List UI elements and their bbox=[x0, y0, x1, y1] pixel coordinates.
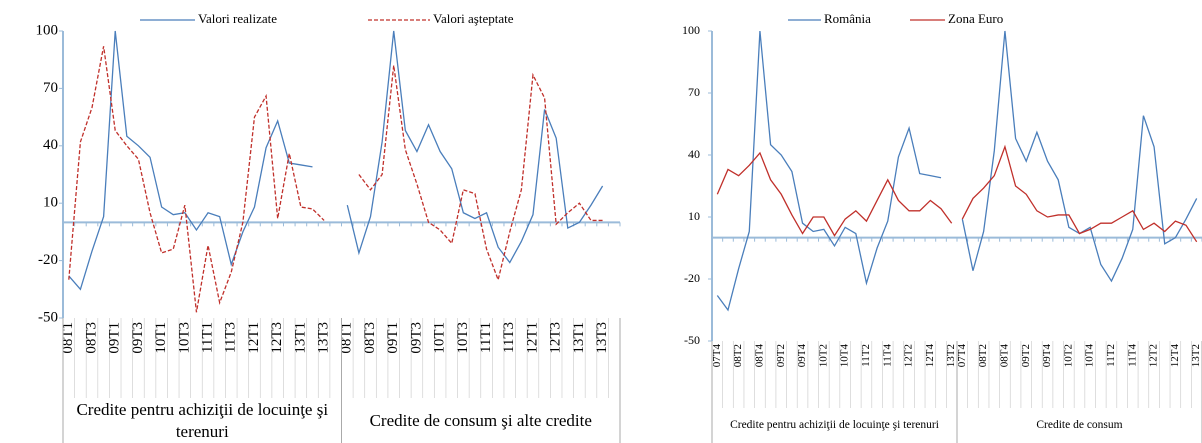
group-label: Credite de consum şi alte credite bbox=[369, 410, 592, 430]
y-tick-label: 70 bbox=[688, 85, 700, 99]
y-tick-label: -50 bbox=[38, 309, 58, 325]
x-tick-label: 10T1 bbox=[432, 322, 448, 354]
x-tick-label: 11T3 bbox=[223, 322, 239, 353]
x-tick-label: 08T2 bbox=[732, 344, 744, 367]
x-tick-label: 09T2 bbox=[1020, 344, 1032, 367]
x-tick-label: 08T1 bbox=[339, 322, 355, 354]
series-line bbox=[716, 30, 942, 312]
x-tick-label: 07T4 bbox=[956, 344, 968, 368]
group-label: Credite de consum bbox=[1036, 419, 1123, 432]
y-tick-label: 40 bbox=[688, 147, 700, 161]
legend-label: Valori aşteptate bbox=[433, 11, 514, 26]
y-tick-label: -20 bbox=[38, 252, 58, 268]
x-tick-label: 12T2 bbox=[903, 344, 915, 367]
x-tick-label: 12T2 bbox=[1148, 344, 1160, 367]
series-line bbox=[961, 30, 1198, 283]
legend-label: România bbox=[824, 11, 871, 26]
x-tick-label: 12T3 bbox=[269, 322, 285, 354]
series-line bbox=[716, 151, 953, 237]
legend-label: Zona Euro bbox=[948, 11, 1003, 26]
x-tick-label: 11T3 bbox=[501, 322, 517, 353]
series-line bbox=[961, 144, 1198, 243]
x-tick-label: 12T3 bbox=[548, 322, 564, 354]
x-tick-label: 10T3 bbox=[176, 322, 192, 354]
y-tick-label: -50 bbox=[684, 333, 700, 347]
x-tick-label: 08T4 bbox=[753, 344, 765, 368]
x-tick-label: 10T4 bbox=[1084, 344, 1096, 368]
series-line bbox=[346, 30, 604, 264]
x-tick-label: 11T2 bbox=[1105, 344, 1117, 367]
y-tick-label: 100 bbox=[682, 23, 700, 37]
series-line bbox=[68, 46, 325, 313]
x-tick-label: 11T4 bbox=[1126, 344, 1138, 367]
x-tick-label: 12T4 bbox=[1169, 344, 1181, 368]
y-tick-label: 10 bbox=[43, 195, 58, 211]
x-tick-label: 12T4 bbox=[924, 344, 936, 368]
x-tick-label: 08T4 bbox=[998, 344, 1010, 368]
x-tick-label: 09T4 bbox=[796, 344, 808, 368]
series-line bbox=[68, 30, 313, 291]
series-line bbox=[358, 65, 603, 282]
group-label: Credite pentru achiziţii de locuinţe şi … bbox=[76, 400, 329, 441]
x-tick-label: 13T1 bbox=[292, 322, 308, 354]
x-tick-label: 11T1 bbox=[199, 322, 215, 353]
x-tick-label: 12T1 bbox=[246, 322, 262, 354]
x-tick-label: 11T2 bbox=[860, 344, 872, 367]
x-tick-label: 08T2 bbox=[977, 344, 989, 367]
x-tick-label: 11T4 bbox=[881, 344, 893, 367]
x-tick-label: 13T3 bbox=[594, 322, 610, 354]
group-label: Credite pentru achiziţii de locuinţe şi … bbox=[730, 419, 939, 432]
x-tick-label: 10T2 bbox=[817, 344, 829, 367]
x-tick-label: 10T2 bbox=[1062, 344, 1074, 367]
y-tick-label: -20 bbox=[684, 271, 700, 285]
x-tick-label: 09T1 bbox=[385, 322, 401, 354]
legend-label: Valori realizate bbox=[198, 11, 277, 26]
x-tick-label: 08T3 bbox=[362, 322, 378, 354]
x-tick-label: 09T2 bbox=[775, 344, 787, 367]
x-tick-label: 10T3 bbox=[455, 322, 471, 354]
x-tick-label: 10T1 bbox=[153, 322, 169, 354]
y-tick-label: 100 bbox=[36, 22, 59, 38]
x-tick-label: 09T3 bbox=[408, 322, 424, 354]
y-tick-label: 70 bbox=[43, 80, 58, 96]
x-tick-label: 12T1 bbox=[524, 322, 540, 354]
x-tick-label: 13T2 bbox=[1190, 344, 1202, 367]
y-tick-label: 40 bbox=[43, 137, 58, 153]
x-tick-label: 13T1 bbox=[571, 322, 587, 354]
y-tick-label: 10 bbox=[688, 209, 700, 223]
x-tick-label: 07T4 bbox=[711, 344, 723, 368]
x-tick-label: 09T4 bbox=[1041, 344, 1053, 368]
x-tick-label: 10T4 bbox=[839, 344, 851, 368]
x-tick-label: 08T1 bbox=[60, 322, 76, 354]
x-tick-label: 09T1 bbox=[107, 322, 123, 354]
x-tick-label: 11T1 bbox=[478, 322, 494, 353]
x-tick-label: 08T3 bbox=[83, 322, 99, 354]
x-tick-label: 09T3 bbox=[130, 322, 146, 354]
x-tick-label: 13T2 bbox=[945, 344, 957, 367]
x-tick-label: 13T3 bbox=[316, 322, 332, 354]
